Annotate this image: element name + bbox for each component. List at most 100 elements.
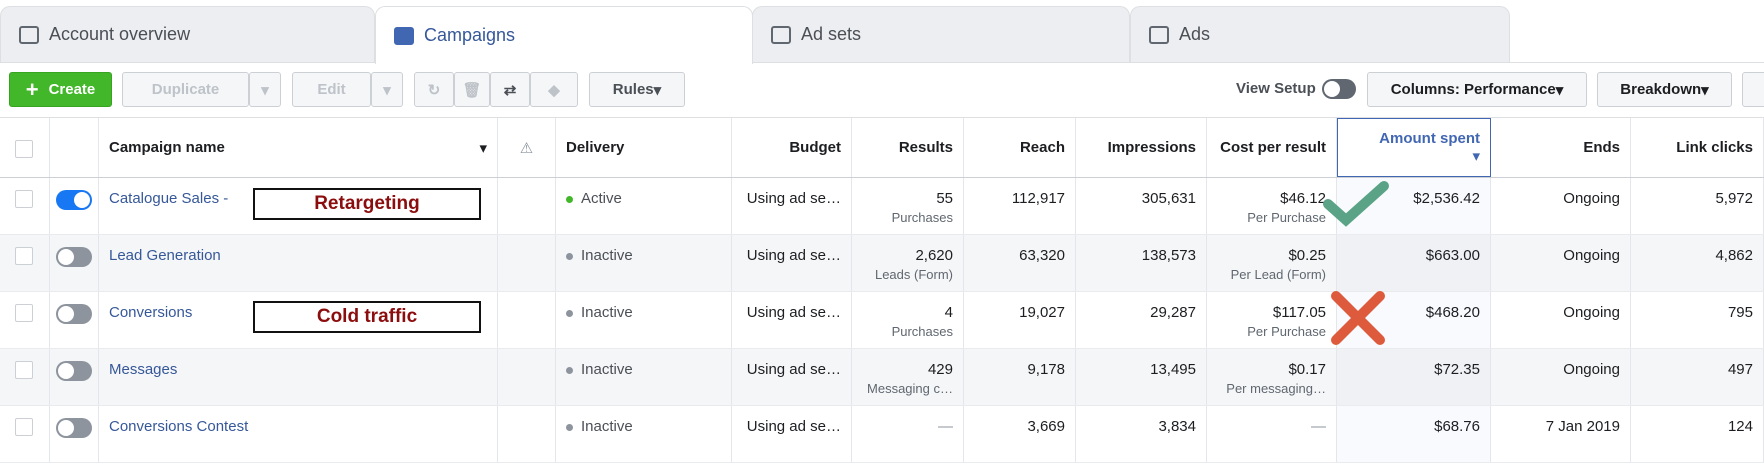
cell: $46.12 Per Purchase: [1207, 178, 1337, 234]
reach-value: 19,027: [1019, 304, 1065, 321]
campaign-toggle[interactable]: [56, 361, 92, 381]
cell: $0.17 Per messaging…: [1207, 349, 1337, 405]
columns-button[interactable]: Columns: Performance ▾: [1367, 72, 1587, 107]
header-label: Ends: [1583, 139, 1620, 156]
results-value: 55: [936, 190, 953, 207]
duplicate-button: Duplicate: [122, 72, 249, 107]
ab-test-button[interactable]: ⇄: [490, 72, 530, 107]
header-cell: Delivery: [556, 118, 732, 177]
budget-value: Using ad se…: [746, 190, 841, 207]
rules-button[interactable]: Rules ▾: [589, 72, 685, 107]
header-cell: ⚠: [498, 118, 556, 177]
header-label: Amount spent: [1379, 130, 1480, 147]
tab[interactable]: Campaigns: [375, 6, 753, 64]
header-label: Budget: [789, 139, 841, 156]
campaign-toggle[interactable]: [56, 418, 92, 438]
tab-label: Campaigns: [424, 25, 516, 45]
cell: Lead Generation: [99, 235, 498, 291]
checkbox[interactable]: [15, 304, 33, 322]
cell: [50, 349, 99, 405]
breakdown-button[interactable]: Breakdown ▾: [1597, 72, 1732, 107]
tag-button: ◆: [530, 72, 578, 107]
spent-value: $72.35: [1434, 361, 1480, 378]
cell: 138,573: [1076, 235, 1207, 291]
checkbox[interactable]: [15, 140, 33, 158]
annotation: Retargeting: [253, 188, 481, 220]
toggle-knob: [74, 192, 90, 208]
cost-value: $0.25: [1288, 247, 1326, 264]
clicks-value: 124: [1727, 418, 1753, 435]
reach-value: 63,320: [1019, 247, 1065, 264]
delivery-status: Inactive: [566, 418, 721, 435]
header-label: Campaign name: [109, 139, 225, 156]
delivery-label: Inactive: [581, 304, 633, 321]
toggle-knob: [58, 420, 74, 436]
delivery-status: Inactive: [566, 247, 721, 264]
ends-value: Ongoing: [1563, 190, 1620, 207]
cell: 124: [1631, 406, 1764, 462]
view-setup-toggle[interactable]: [1322, 79, 1356, 99]
plus-icon: +: [25, 76, 39, 102]
cell: 19,027: [964, 292, 1076, 348]
cell: 112,917: [964, 178, 1076, 234]
annotation: Cold traffic: [253, 301, 481, 333]
reports-button[interactable]: [1742, 72, 1764, 107]
campaign-name[interactable]: Conversions Contest: [109, 418, 249, 435]
status-dot: [566, 310, 573, 317]
clicks-value: 4,862: [1715, 247, 1753, 264]
cost-value: $0.17: [1288, 361, 1326, 378]
cell: 9,178: [964, 349, 1076, 405]
campaign-name[interactable]: Messages: [109, 361, 178, 378]
header-cell: [0, 118, 50, 177]
cell: Inactive: [556, 349, 732, 405]
campaign-toggle[interactable]: [56, 247, 92, 267]
impressions-value: 138,573: [1141, 247, 1196, 264]
clicks-value: 795: [1727, 304, 1753, 321]
status-dot: [566, 424, 573, 431]
checkbox[interactable]: [15, 418, 33, 436]
cell: [0, 235, 50, 291]
tab-icon: [19, 25, 39, 44]
edit-button: Edit: [292, 72, 371, 107]
campaign-name[interactable]: Conversions: [109, 304, 193, 321]
tab[interactable]: Ads: [1130, 6, 1510, 62]
header-label: Results: [898, 139, 953, 156]
cell: 4,862: [1631, 235, 1764, 291]
delivery-status: Active: [566, 190, 721, 207]
cell: $663.00: [1337, 235, 1491, 291]
tab-icon: [1149, 25, 1169, 44]
delete-button: 🗑: [454, 72, 490, 107]
impressions-value: 13,495: [1150, 361, 1196, 378]
cell: 3,669: [964, 406, 1076, 462]
results-value: 429: [927, 361, 953, 378]
impressions-value: 305,631: [1141, 190, 1196, 207]
create-label: Create: [48, 81, 96, 98]
header-label: Cost per result: [1220, 139, 1326, 156]
tab[interactable]: Account overview: [0, 6, 375, 62]
reach-value: 112,917: [1011, 190, 1065, 207]
cell: Catalogue Sales -: [99, 178, 498, 234]
checkbox[interactable]: [15, 247, 33, 265]
cell: [0, 178, 50, 234]
checkbox[interactable]: [15, 190, 33, 208]
campaign-toggle[interactable]: [56, 190, 92, 210]
tab[interactable]: Ad sets: [752, 6, 1130, 62]
campaign-toggle[interactable]: [56, 304, 92, 324]
cell: 3,834: [1076, 406, 1207, 462]
toggle-knob: [58, 249, 74, 265]
tab-label: Account overview: [49, 24, 191, 44]
results-subtitle: Purchases: [891, 324, 953, 339]
ends-value: Ongoing: [1563, 304, 1620, 321]
results-value: 4: [944, 304, 953, 321]
header-cell: [50, 118, 99, 177]
cell: [0, 349, 50, 405]
create-button[interactable]: + Create: [9, 72, 112, 107]
status-dot: [566, 367, 573, 374]
checkbox[interactable]: [15, 361, 33, 379]
edit-label: Edit: [317, 81, 346, 98]
status-dot: [566, 253, 573, 260]
campaign-name[interactable]: Lead Generation: [109, 247, 221, 264]
cell: Ongoing: [1491, 292, 1631, 348]
cell: Ongoing: [1491, 349, 1631, 405]
campaign-name[interactable]: Catalogue Sales -: [109, 190, 229, 207]
